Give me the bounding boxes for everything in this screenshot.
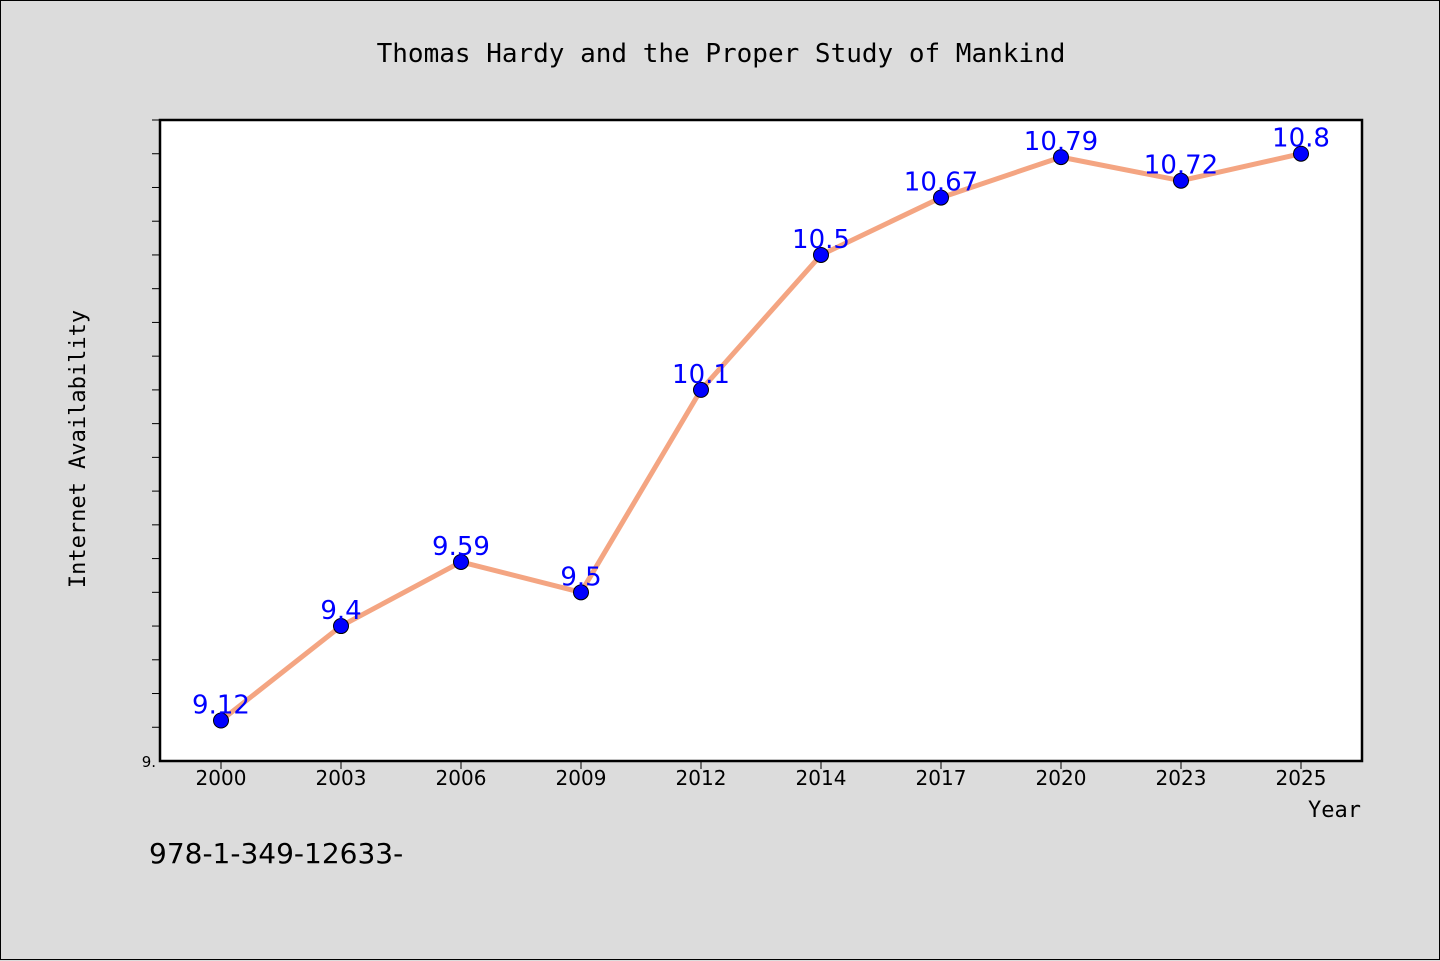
data-point [213,712,229,729]
data-label: 10.72 [1144,151,1218,181]
x-tick-label: 2009 [556,766,607,790]
data-point [453,553,469,570]
data-label: 9.4 [320,596,361,626]
chart-title: Thomas Hardy and the Proper Study of Man… [377,39,1066,69]
data-label: 9.5 [560,562,601,592]
isbn-text: 978-1-349-12633- [149,837,403,870]
y-axis-ticks [152,119,160,728]
x-tick-label: 2020 [1036,766,1087,790]
x-tick-label: 2006 [436,766,487,790]
series-markers [213,145,1309,729]
data-point [933,189,949,206]
x-axis-label: Year [1308,798,1361,823]
data-label: 9.12 [192,691,250,721]
x-tick-label: 2014 [796,766,847,790]
data-point [1053,149,1069,166]
plot-area [158,118,1364,763]
x-tick-label: 2012 [676,766,727,790]
data-point [693,381,709,398]
x-tick-label: 2017 [916,766,967,790]
data-labels: 9.12 9.4 9.59 9.5 10.1 10.5 10.67 10.79 10.72 10.… [192,124,1330,721]
data-point [813,246,829,263]
data-point [1293,145,1309,162]
x-tick-label: 2000 [196,766,247,790]
data-label: 10.67 [904,168,978,198]
data-label: 10.79 [1024,127,1098,157]
data-label: 9.59 [432,532,490,562]
x-tick-label: 2025 [1276,766,1327,790]
data-label: 10.8 [1272,124,1330,154]
y-axis-label: Internet Availability [66,310,91,588]
data-label: 10.5 [792,225,850,255]
x-tick-label: 2003 [316,766,367,790]
y-tick-label: 9. [142,753,156,771]
x-tick-label: 2023 [1156,766,1207,790]
data-point [1173,172,1189,189]
series-line [218,151,1304,724]
data-point [333,618,349,635]
x-axis-ticks [220,761,1302,769]
x-tick-labels: 2000 2003 2006 2009 2012 2014 2017 2020 2023 2025 [196,766,1327,790]
data-point [573,584,589,601]
data-label: 10.1 [672,360,730,390]
